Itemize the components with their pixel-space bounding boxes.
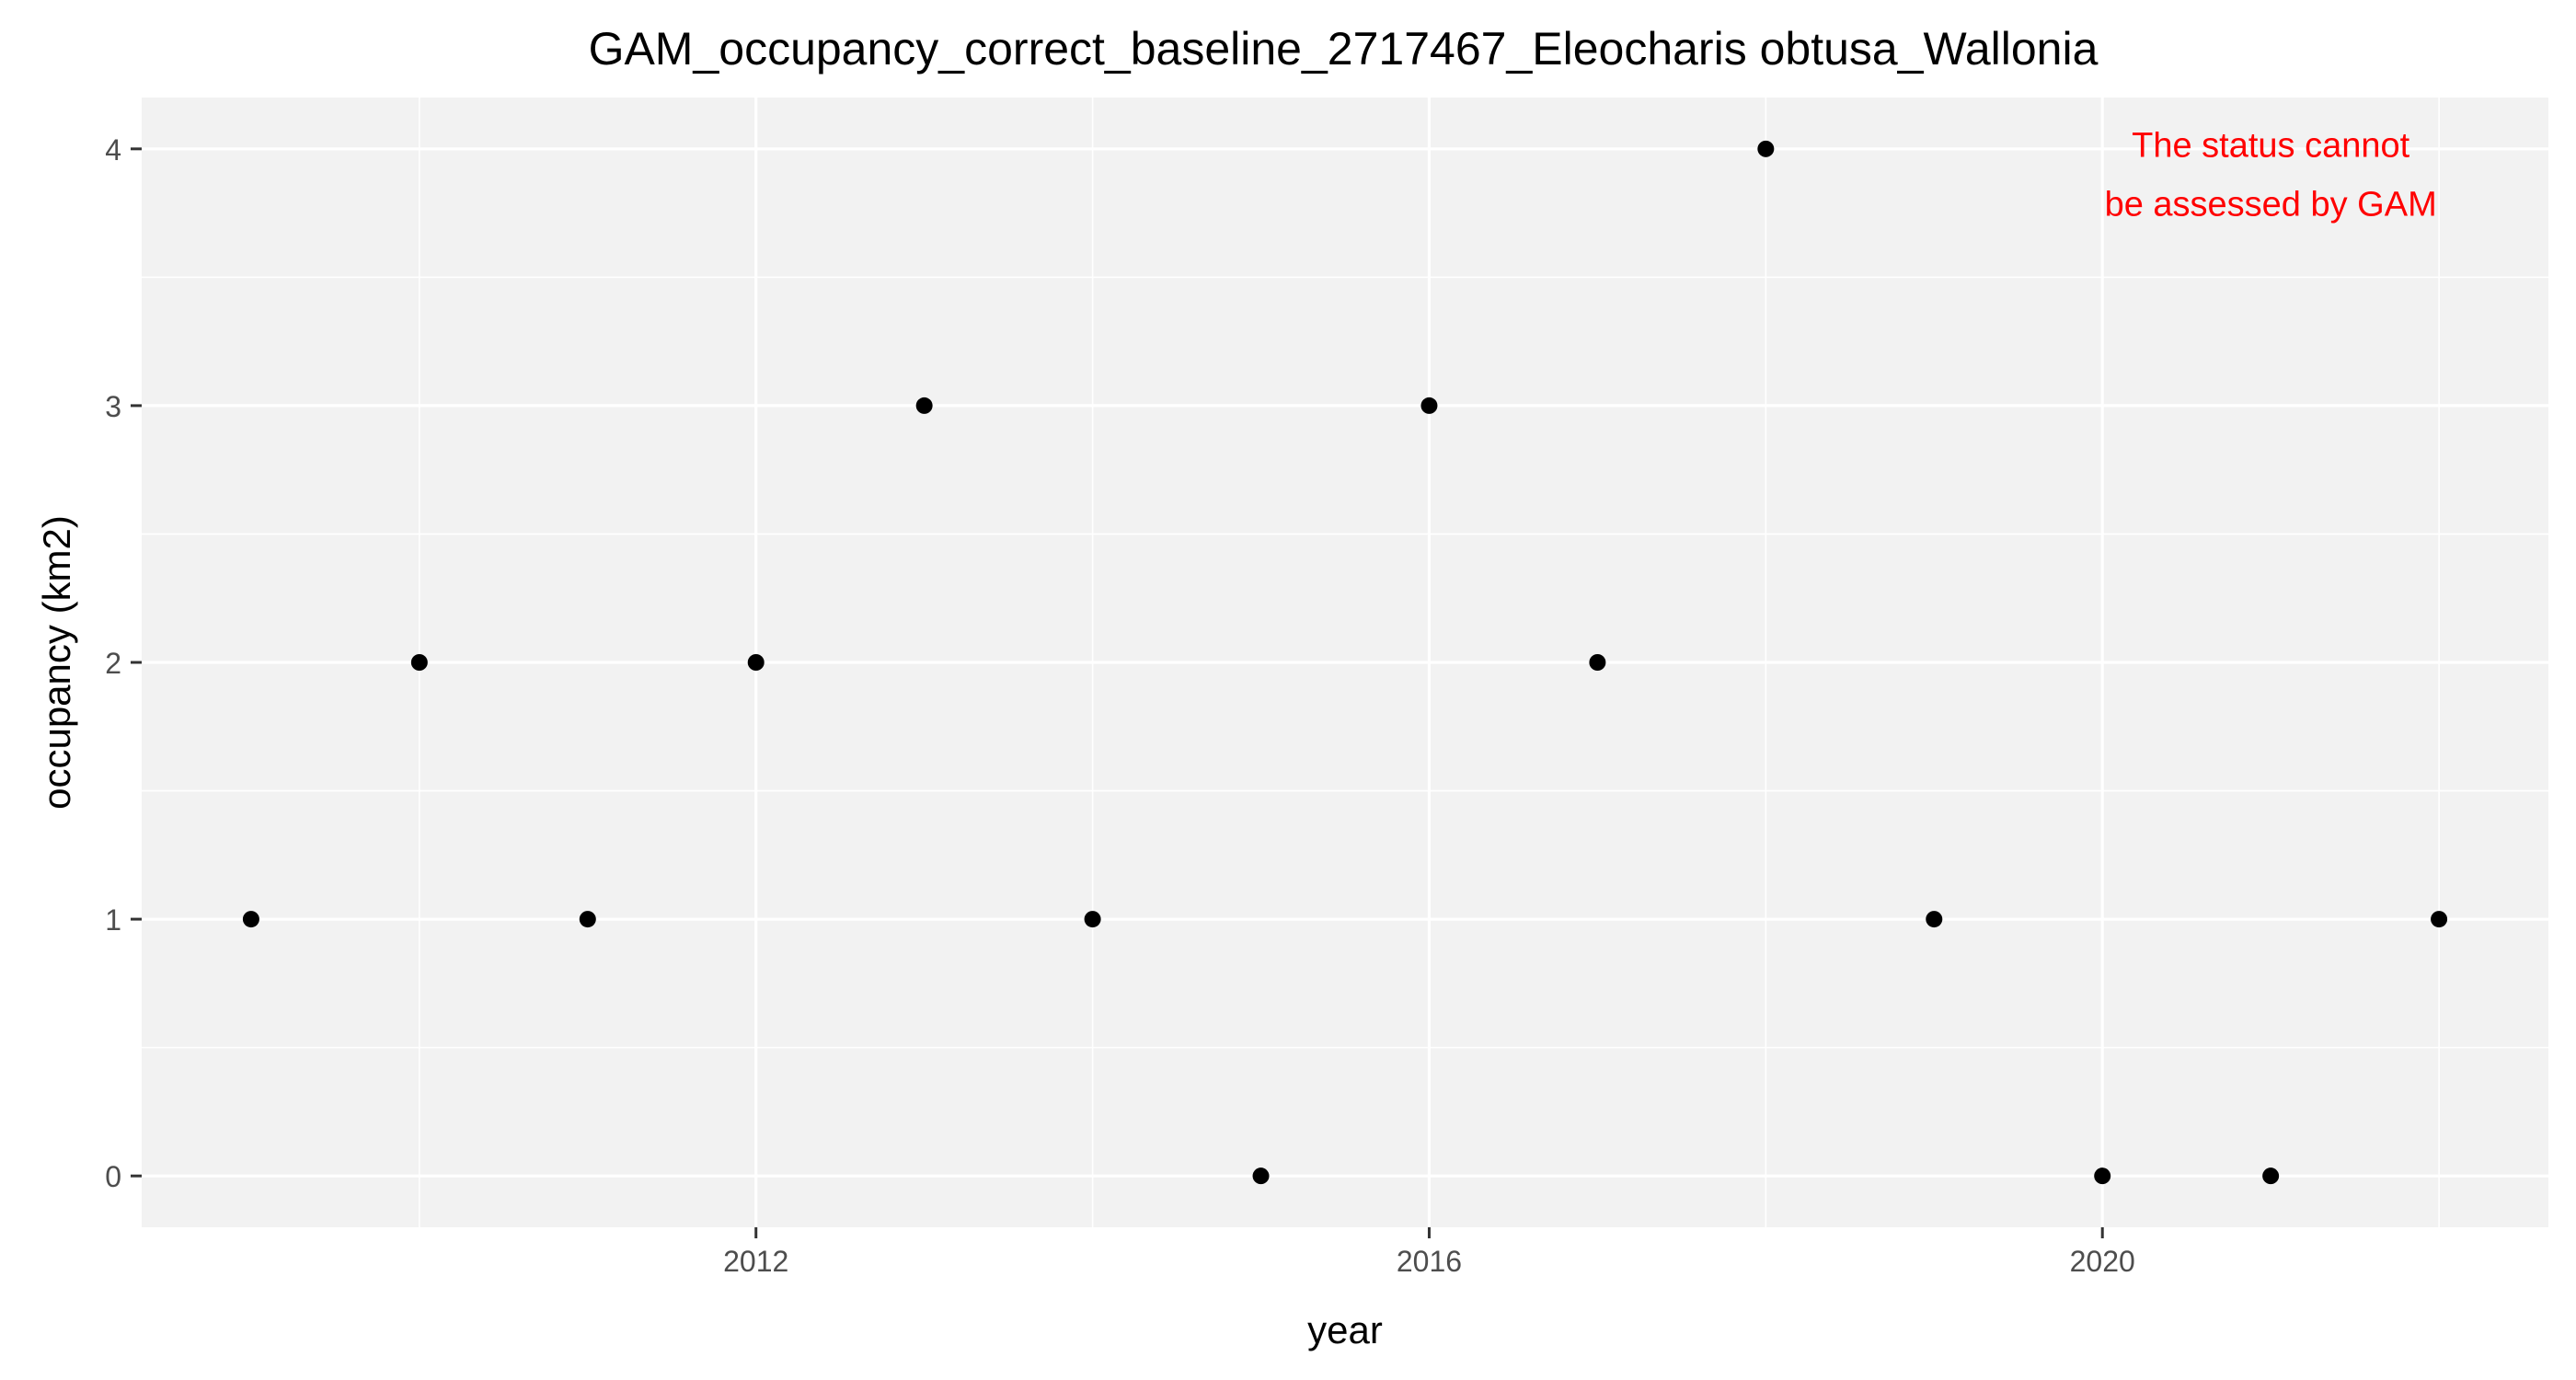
data-point <box>1420 397 1438 414</box>
y-tick-label: 0 <box>105 1160 121 1193</box>
status-annotation: The status cannot be assessed by GAM <box>2105 127 2437 224</box>
data-points <box>242 140 2448 1185</box>
data-point <box>1084 911 1101 928</box>
y-tick-label: 2 <box>105 647 121 680</box>
data-point <box>1589 654 1606 671</box>
x-tick-label: 2016 <box>1397 1245 1462 1278</box>
annotation-line: The status cannot <box>2132 127 2410 166</box>
data-point <box>747 654 765 671</box>
data-point <box>1757 140 1775 157</box>
y-tick-label: 4 <box>105 133 121 167</box>
data-point <box>242 911 259 928</box>
x-axis-label: year <box>1307 1308 1383 1351</box>
data-point <box>915 397 933 414</box>
data-point <box>579 911 596 928</box>
y-axis-label: occupancy (km2) <box>35 515 78 810</box>
data-point <box>1926 911 1943 928</box>
chart-title: GAM_occupancy_correct_baseline_2717467_E… <box>589 23 2099 75</box>
data-point <box>410 654 428 671</box>
data-point <box>2262 1167 2280 1185</box>
y-tick-label: 3 <box>105 390 121 423</box>
data-point <box>2094 1167 2111 1185</box>
y-tick-label: 1 <box>105 903 121 937</box>
grid-lines <box>142 98 2548 1227</box>
data-point <box>2431 911 2448 928</box>
x-tick-label: 2012 <box>723 1245 788 1278</box>
data-point <box>1252 1167 1270 1185</box>
axis-ticks: 0 1 2 3 4 2012 2016 2020 <box>105 133 2135 1278</box>
annotation-line: be assessed by GAM <box>2105 186 2437 224</box>
x-tick-label: 2020 <box>2070 1245 2135 1278</box>
